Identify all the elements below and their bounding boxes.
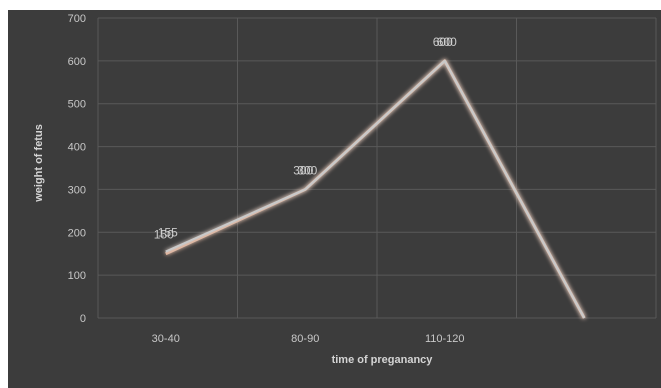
y-tick-label: 200 xyxy=(68,227,86,239)
data-label: 155 xyxy=(158,226,178,240)
data-label: 150 xyxy=(154,228,174,242)
y-tick-label: 400 xyxy=(68,142,86,154)
x-tick-label: 110-120 xyxy=(425,333,465,345)
y-tick-labels: 0 100 200 300 400 500 600 700 xyxy=(68,13,86,325)
y-tick-label: 500 xyxy=(68,99,86,111)
data-label: 600 xyxy=(433,35,453,49)
series-lines xyxy=(165,59,586,319)
line-chart: 0 100 200 300 400 500 600 700 30-40 80-90 110-120… xyxy=(33,13,657,366)
x-tick-label: 30-40 xyxy=(152,333,180,345)
data-label: 300 xyxy=(297,163,317,177)
y-tick-label: 600 xyxy=(68,56,86,68)
y-axis-title: weight of fetus xyxy=(33,124,45,203)
y-tick-label: 100 xyxy=(68,270,86,282)
data-labels: 150 300 600 155 300 600 xyxy=(154,35,457,242)
y-tick-label: 700 xyxy=(68,13,86,25)
y-tick-label: 0 xyxy=(80,313,86,325)
x-tick-labels: 30-40 80-90 110-120 xyxy=(152,333,465,345)
y-tick-label: 300 xyxy=(68,184,86,196)
data-label: 300 xyxy=(293,163,313,177)
gridlines xyxy=(97,17,657,319)
series-line-2 xyxy=(165,59,586,319)
chart-area: 0 100 200 300 400 500 600 700 30-40 80-90 110-120… xyxy=(8,10,661,388)
data-label: 600 xyxy=(437,35,457,49)
x-axis-title: time of preganancy xyxy=(332,354,434,366)
x-tick-label: 80-90 xyxy=(291,333,319,345)
